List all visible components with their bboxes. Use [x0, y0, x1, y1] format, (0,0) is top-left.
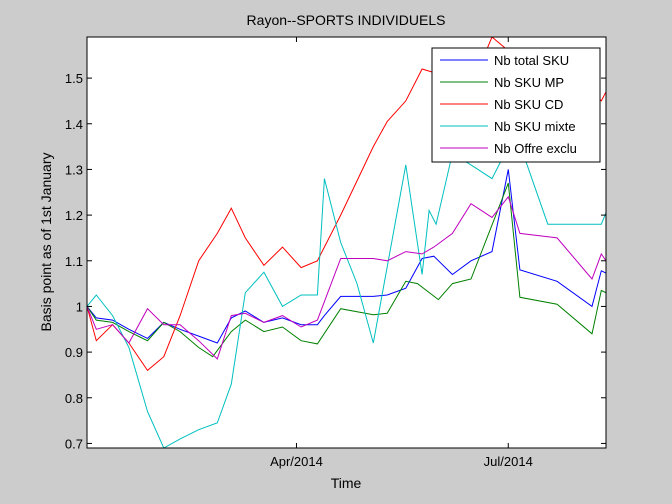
- legend-label: Nb SKU MP: [494, 75, 564, 90]
- plot-frame: [86, 36, 607, 449]
- x-tick-label: Jul/2014: [484, 454, 533, 469]
- y-tick-label: 0.9: [65, 345, 83, 360]
- y-tick-label: 1: [76, 299, 83, 314]
- y-tick-label: 1.5: [65, 71, 83, 86]
- series-line-2: [87, 182, 606, 358]
- y-tick-label: 0.8: [65, 391, 83, 406]
- x-tick-label: Apr/2014: [270, 454, 323, 469]
- series-line-3: [87, 37, 606, 372]
- chart-title: Rayon--SPORTS INDIVIDUELS: [247, 12, 446, 28]
- y-tick-label: 1.2: [65, 208, 83, 223]
- x-axis-label: Time: [331, 475, 362, 491]
- series-line-5: [87, 195, 606, 360]
- legend-box: [431, 47, 601, 163]
- series-layer: [87, 37, 606, 448]
- y-axis-label: Basis point as of 1st January: [38, 153, 54, 332]
- legend-label: Nb total SKU: [494, 53, 569, 68]
- legend: Nb total SKU Nb SKU MP Nb SKU CD Nb SKU mix…: [431, 47, 601, 163]
- y-tick-label: 0.7: [65, 436, 83, 451]
- legend-label: Nb Offre exclu: [494, 141, 577, 156]
- y-tick-label: 1.4: [65, 117, 83, 132]
- series-line-4: [87, 143, 606, 448]
- legend-label: Nb SKU mixte: [494, 119, 576, 134]
- y-tick-label: 1.3: [65, 162, 83, 177]
- ticks-layer: 0.7 0.8 0.9 1 1.1 1.2 1.3 1.4 1.5 Apr/2014 Jul/201…: [65, 37, 606, 469]
- legend-label: Nb SKU CD: [494, 97, 563, 112]
- y-tick-label: 1.1: [65, 254, 83, 269]
